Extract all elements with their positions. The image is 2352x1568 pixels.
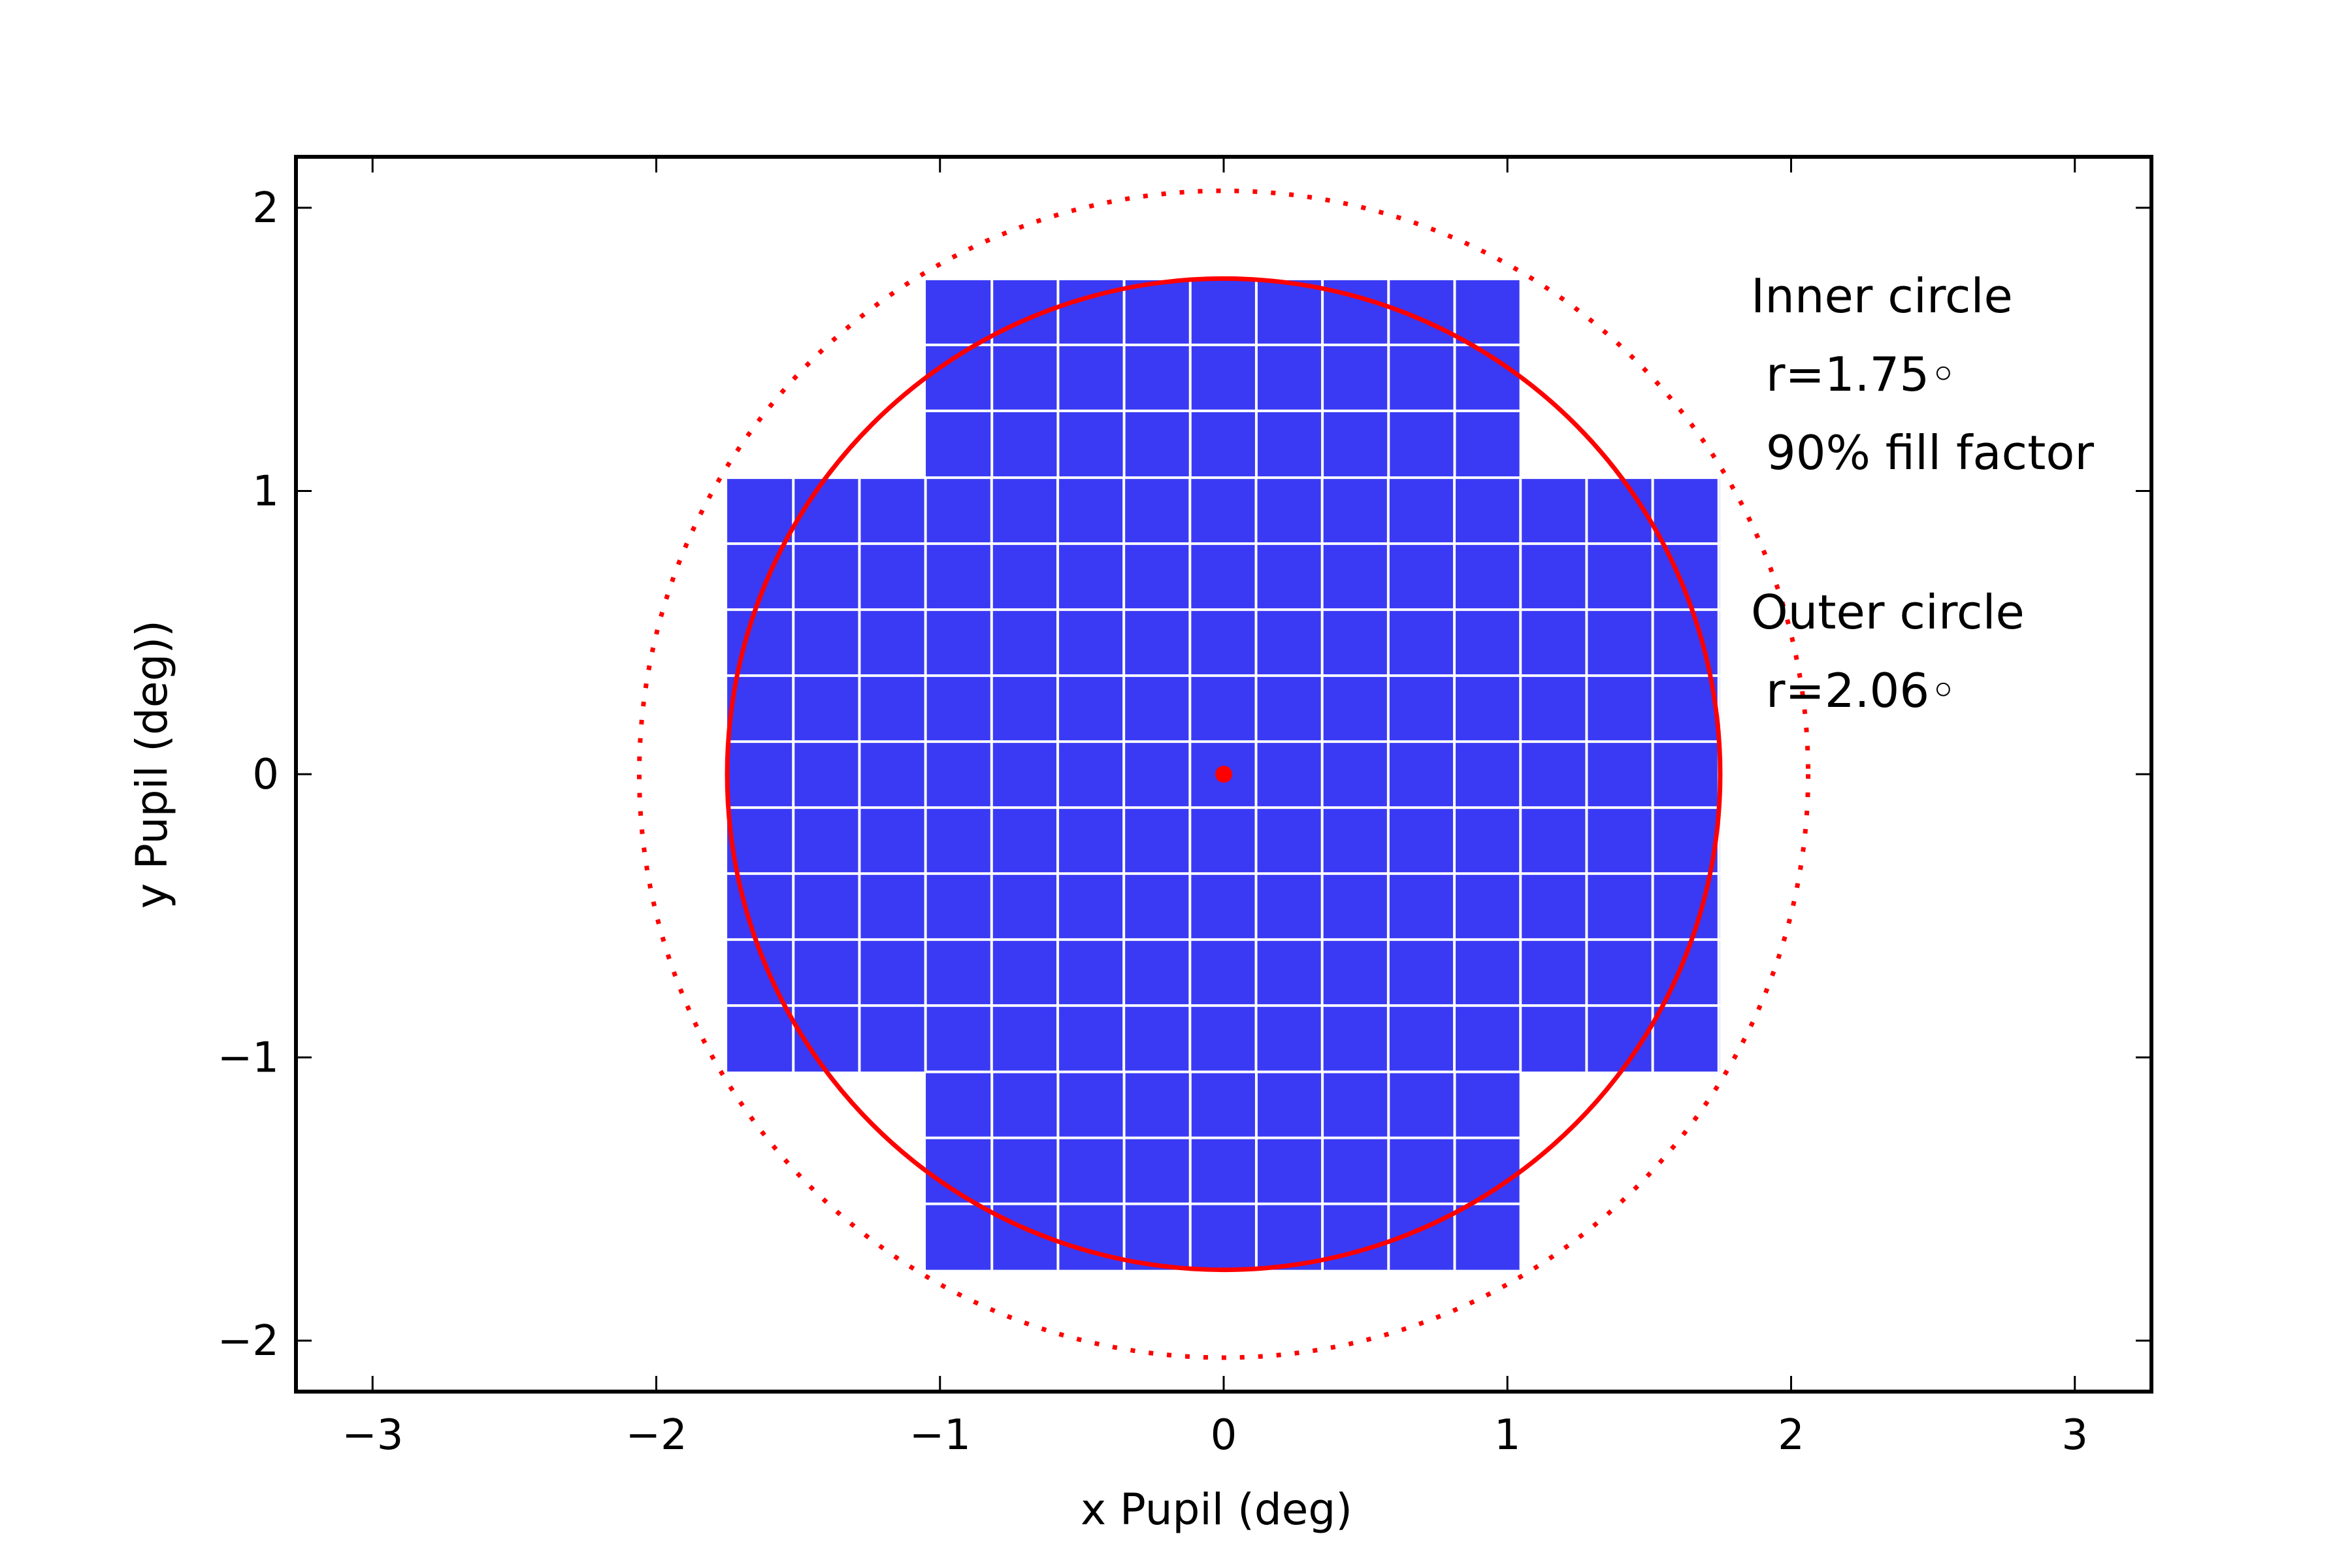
center-point bbox=[1215, 766, 1232, 783]
axis-ticks: −3 −2 −1 0 1 2 3 −2 −1 0 1 2 bbox=[218, 157, 2151, 1460]
y-tick-label: 0 bbox=[252, 751, 279, 799]
x-tick-label: −1 bbox=[909, 1411, 971, 1460]
y-tick-label: −2 bbox=[218, 1317, 279, 1365]
x-axis-label: x Pupil (deg) bbox=[1081, 1484, 1352, 1535]
chip-block-0 bbox=[926, 278, 1522, 477]
y-tick-label: 1 bbox=[252, 468, 279, 516]
chip-block-2 bbox=[926, 1071, 1522, 1270]
inner-circle-fill-factor: 90% fill factor bbox=[1751, 425, 2094, 480]
y-tick-label: 2 bbox=[252, 184, 279, 233]
circles bbox=[636, 188, 1811, 1360]
y-tick-label: −1 bbox=[218, 1034, 279, 1082]
x-tick-label: 2 bbox=[1778, 1411, 1805, 1460]
outer-circle-title: Outer circle bbox=[1751, 585, 2025, 640]
y-axis-label: y Pupil (deg)) bbox=[127, 620, 177, 909]
inner-circle-radius: r=1.75◦ bbox=[1751, 347, 1957, 402]
outer-circle-radius: r=2.06◦ bbox=[1751, 663, 1957, 718]
x-tick-label: −2 bbox=[625, 1411, 687, 1460]
inner-circle-title: Inner circle bbox=[1751, 269, 2013, 323]
x-tick-label: 1 bbox=[1494, 1411, 1521, 1460]
annotations: Inner circle r=1.75◦ 90% fill factor Out… bbox=[1751, 269, 2094, 718]
inner-circle bbox=[725, 276, 1723, 1273]
x-tick-label: 0 bbox=[1211, 1411, 1237, 1460]
x-tick-label: 3 bbox=[2061, 1411, 2088, 1460]
outer-circle bbox=[636, 188, 1811, 1360]
x-tick-label: −3 bbox=[342, 1411, 403, 1460]
